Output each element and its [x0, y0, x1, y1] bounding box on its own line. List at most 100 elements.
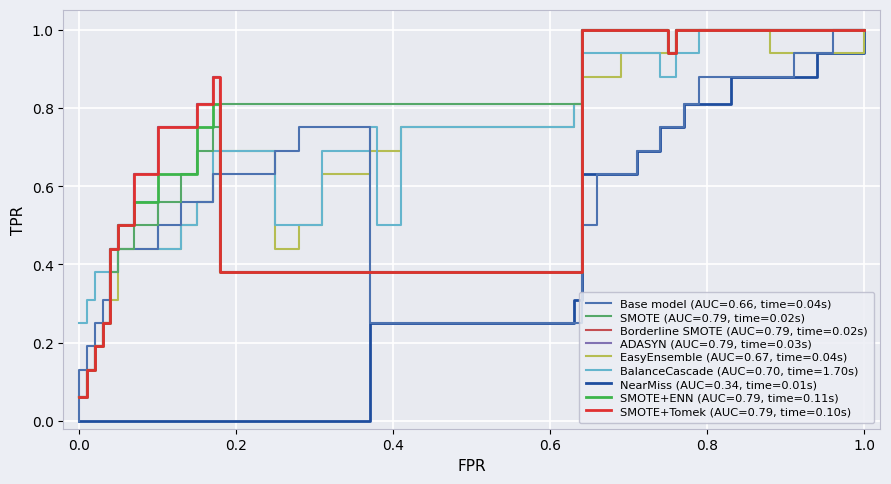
- Base model (AUC=0.66, time=0.04s): [82, 344, 93, 349]
- ADASYN (AUC=0.79, time=0.03s): [82, 394, 93, 400]
- NearMiss (AUC=0.34, time=0.01s): [74, 418, 85, 424]
- Borderline SMOTE (AUC=0.79, time=0.02s): [128, 172, 139, 178]
- Base model (AUC=0.66, time=0.04s): [152, 223, 163, 228]
- SMOTE+ENN (AUC=0.79, time=0.11s): [82, 367, 93, 373]
- Base model (AUC=0.66, time=0.04s): [694, 75, 705, 80]
- SMOTE (AUC=0.79, time=0.02s): [176, 172, 186, 178]
- NearMiss (AUC=0.34, time=0.01s): [678, 102, 689, 107]
- Borderline SMOTE (AUC=0.79, time=0.02s): [576, 28, 587, 33]
- ADASYN (AUC=0.79, time=0.03s): [74, 394, 85, 400]
- Base model (AUC=0.66, time=0.04s): [293, 125, 304, 131]
- SMOTE+ENN (AUC=0.79, time=0.11s): [663, 51, 674, 57]
- Legend: Base model (AUC=0.66, time=0.04s), SMOTE (AUC=0.79, time=0.02s), Borderline SMOT: Base model (AUC=0.66, time=0.04s), SMOTE…: [579, 292, 874, 423]
- Base model (AUC=0.66, time=0.04s): [105, 270, 116, 275]
- SMOTE (AUC=0.79, time=0.02s): [89, 367, 100, 373]
- Base model (AUC=0.66, time=0.04s): [576, 223, 587, 228]
- BalanceCascade (AUC=0.70, time=1.70s): [396, 125, 406, 131]
- Line: Base model (AUC=0.66, time=0.04s): Base model (AUC=0.66, time=0.04s): [79, 30, 864, 421]
- Borderline SMOTE (AUC=0.79, time=0.02s): [89, 367, 100, 373]
- SMOTE+ENN (AUC=0.79, time=0.11s): [89, 367, 100, 373]
- BalanceCascade (AUC=0.70, time=1.70s): [192, 199, 202, 205]
- Base model (AUC=0.66, time=0.04s): [113, 246, 124, 252]
- ADASYN (AUC=0.79, time=0.03s): [192, 102, 202, 107]
- BalanceCascade (AUC=0.70, time=1.70s): [270, 223, 281, 228]
- BalanceCascade (AUC=0.70, time=1.70s): [82, 297, 93, 303]
- NearMiss (AUC=0.34, time=0.01s): [764, 75, 775, 80]
- ADASYN (AUC=0.79, time=0.03s): [576, 28, 587, 33]
- NearMiss (AUC=0.34, time=0.01s): [631, 149, 642, 154]
- Base model (AUC=0.66, time=0.04s): [74, 367, 85, 373]
- Line: BalanceCascade (AUC=0.70, time=1.70s): BalanceCascade (AUC=0.70, time=1.70s): [79, 30, 864, 323]
- SMOTE+ENN (AUC=0.79, time=0.11s): [859, 28, 870, 33]
- SMOTE (AUC=0.79, time=0.02s): [859, 28, 870, 33]
- SMOTE+Tomek (AUC=0.79, time=0.10s): [89, 367, 100, 373]
- Borderline SMOTE (AUC=0.79, time=0.02s): [97, 320, 108, 326]
- EasyEnsemble (AUC=0.67, time=0.04s): [764, 51, 775, 57]
- BalanceCascade (AUC=0.70, time=1.70s): [74, 320, 85, 326]
- NearMiss (AUC=0.34, time=0.01s): [74, 418, 85, 424]
- SMOTE+Tomek (AUC=0.79, time=0.10s): [670, 28, 681, 33]
- EasyEnsemble (AUC=0.67, time=0.04s): [616, 51, 626, 57]
- BalanceCascade (AUC=0.70, time=1.70s): [208, 149, 218, 154]
- SMOTE (AUC=0.79, time=0.02s): [663, 51, 674, 57]
- ADASYN (AUC=0.79, time=0.03s): [152, 125, 163, 131]
- ADASYN (AUC=0.79, time=0.03s): [105, 246, 116, 252]
- EasyEnsemble (AUC=0.67, time=0.04s): [608, 75, 618, 80]
- ADASYN (AUC=0.79, time=0.03s): [89, 367, 100, 373]
- BalanceCascade (AUC=0.70, time=1.70s): [694, 28, 705, 33]
- BalanceCascade (AUC=0.70, time=1.70s): [631, 51, 642, 57]
- SMOTE+Tomek (AUC=0.79, time=0.10s): [74, 394, 85, 400]
- SMOTE (AUC=0.79, time=0.02s): [670, 28, 681, 33]
- Base model (AUC=0.66, time=0.04s): [828, 28, 838, 33]
- EasyEnsemble (AUC=0.67, time=0.04s): [859, 28, 870, 33]
- EasyEnsemble (AUC=0.67, time=0.04s): [655, 51, 666, 57]
- BalanceCascade (AUC=0.70, time=1.70s): [670, 51, 681, 57]
- SMOTE+Tomek (AUC=0.79, time=0.10s): [694, 28, 705, 33]
- NearMiss (AUC=0.34, time=0.01s): [82, 418, 93, 424]
- Line: NearMiss (AUC=0.34, time=0.01s): NearMiss (AUC=0.34, time=0.01s): [79, 30, 864, 421]
- SMOTE (AUC=0.79, time=0.02s): [208, 125, 218, 131]
- ADASYN (AUC=0.79, time=0.03s): [663, 51, 674, 57]
- EasyEnsemble (AUC=0.67, time=0.04s): [521, 125, 532, 131]
- EasyEnsemble (AUC=0.67, time=0.04s): [576, 75, 587, 80]
- Base model (AUC=0.66, time=0.04s): [176, 199, 186, 205]
- Borderline SMOTE (AUC=0.79, time=0.02s): [670, 28, 681, 33]
- NearMiss (AUC=0.34, time=0.01s): [568, 297, 579, 303]
- SMOTE+ENN (AUC=0.79, time=0.11s): [215, 270, 225, 275]
- SMOTE+ENN (AUC=0.79, time=0.11s): [576, 28, 587, 33]
- SMOTE+ENN (AUC=0.79, time=0.11s): [74, 394, 85, 400]
- SMOTE (AUC=0.79, time=0.02s): [113, 246, 124, 252]
- EasyEnsemble (AUC=0.67, time=0.04s): [694, 28, 705, 33]
- EasyEnsemble (AUC=0.67, time=0.04s): [89, 344, 100, 349]
- BalanceCascade (AUC=0.70, time=1.70s): [113, 223, 124, 228]
- BalanceCascade (AUC=0.70, time=1.70s): [105, 246, 116, 252]
- SMOTE+Tomek (AUC=0.79, time=0.10s): [82, 367, 93, 373]
- Base model (AUC=0.66, time=0.04s): [74, 418, 85, 424]
- Line: ADASYN (AUC=0.79, time=0.03s): ADASYN (AUC=0.79, time=0.03s): [79, 30, 864, 397]
- Borderline SMOTE (AUC=0.79, time=0.02s): [105, 297, 116, 303]
- EasyEnsemble (AUC=0.67, time=0.04s): [215, 149, 225, 154]
- SMOTE+Tomek (AUC=0.79, time=0.10s): [105, 297, 116, 303]
- Borderline SMOTE (AUC=0.79, time=0.02s): [74, 394, 85, 400]
- BalanceCascade (AUC=0.70, time=1.70s): [152, 246, 163, 252]
- SMOTE+Tomek (AUC=0.79, time=0.10s): [639, 28, 650, 33]
- EasyEnsemble (AUC=0.67, time=0.04s): [364, 149, 375, 154]
- SMOTE+Tomek (AUC=0.79, time=0.10s): [663, 51, 674, 57]
- SMOTE+ENN (AUC=0.79, time=0.11s): [568, 270, 579, 275]
- SMOTE+Tomek (AUC=0.79, time=0.10s): [89, 344, 100, 349]
- Borderline SMOTE (AUC=0.79, time=0.02s): [663, 51, 674, 57]
- Borderline SMOTE (AUC=0.79, time=0.02s): [89, 344, 100, 349]
- SMOTE (AUC=0.79, time=0.02s): [192, 149, 202, 154]
- Borderline SMOTE (AUC=0.79, time=0.02s): [568, 270, 579, 275]
- NearMiss (AUC=0.34, time=0.01s): [364, 320, 375, 326]
- SMOTE (AUC=0.79, time=0.02s): [568, 102, 579, 107]
- EasyEnsemble (AUC=0.67, time=0.04s): [270, 246, 281, 252]
- EasyEnsemble (AUC=0.67, time=0.04s): [97, 320, 108, 326]
- ADASYN (AUC=0.79, time=0.03s): [568, 270, 579, 275]
- Line: SMOTE+Tomek (AUC=0.79, time=0.10s): SMOTE+Tomek (AUC=0.79, time=0.10s): [79, 30, 864, 397]
- ADASYN (AUC=0.79, time=0.03s): [105, 297, 116, 303]
- Borderline SMOTE (AUC=0.79, time=0.02s): [725, 28, 736, 33]
- SMOTE+ENN (AUC=0.79, time=0.11s): [208, 102, 218, 107]
- Borderline SMOTE (AUC=0.79, time=0.02s): [82, 394, 93, 400]
- SMOTE+ENN (AUC=0.79, time=0.11s): [694, 28, 705, 33]
